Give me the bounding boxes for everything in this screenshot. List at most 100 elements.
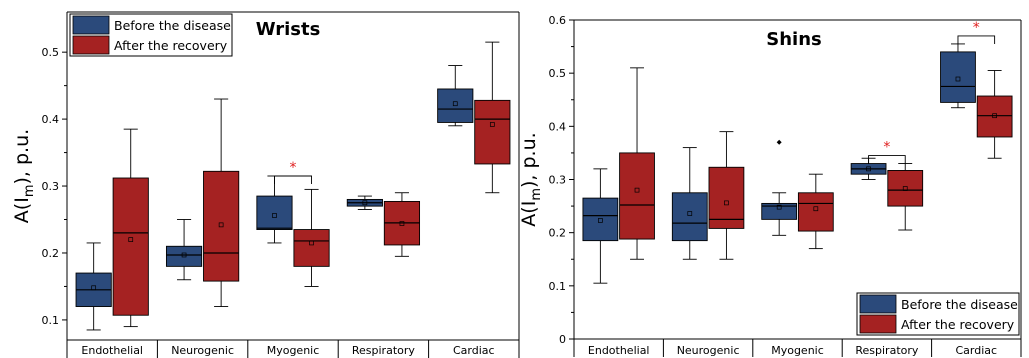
box <box>474 99 511 165</box>
mean-marker <box>399 221 405 226</box>
box-plot <box>797 173 834 250</box>
box-plot <box>112 128 149 328</box>
y-tick-label: 0 <box>559 333 566 346</box>
mean-marker <box>128 237 134 242</box>
y-axis-label: A(Im), p.u. <box>11 129 37 223</box>
y-tick-label: 0.4 <box>549 120 567 133</box>
y-axis-label-suffix: ), p.u. <box>518 132 540 188</box>
category-label: Respiratory <box>352 344 416 357</box>
legend: Before the disease After the recovery <box>69 13 233 57</box>
mean-marker <box>309 240 314 246</box>
y-tick-label: 0.2 <box>549 227 567 240</box>
y-axis-label-main: A(I <box>11 197 33 223</box>
box <box>256 195 293 231</box>
mean-marker <box>634 187 640 193</box>
y-tick-label: 0.6 <box>549 14 567 27</box>
mean-marker <box>724 200 729 206</box>
y-tick-label: 0.2 <box>42 247 60 260</box>
box <box>112 177 149 316</box>
y-tick-label: 0.3 <box>42 180 60 193</box>
box <box>203 170 240 282</box>
box-plot <box>761 139 798 236</box>
legend-entry: After the recovery <box>114 38 228 53</box>
significance-star: * <box>973 20 980 36</box>
mean-marker <box>452 101 458 107</box>
y-axis-label-main: A(I <box>518 201 540 227</box>
mean-marker <box>598 218 603 223</box>
legend-swatch <box>72 35 110 55</box>
significance-bracket <box>957 35 996 44</box>
box <box>293 229 330 267</box>
legend-entry: Before the disease <box>901 297 1018 312</box>
mean-marker <box>776 204 782 210</box>
significance-bracket <box>274 175 312 184</box>
y-axis-label-suffix: ), p.u. <box>11 129 33 185</box>
box-plot <box>346 195 383 210</box>
category-label: Myogenic <box>267 344 320 357</box>
box-plot <box>203 98 240 307</box>
chart-title: Wrists <box>256 19 321 40</box>
mean-marker <box>272 213 277 218</box>
box-plot <box>940 43 976 109</box>
mean-marker <box>955 76 961 82</box>
legend: Before the disease After the recovery <box>856 292 1020 336</box>
legend-entry: After the recovery <box>901 317 1015 332</box>
box-plot <box>582 168 619 284</box>
box-plot <box>887 163 924 231</box>
box <box>887 170 924 207</box>
mean-marker <box>902 186 908 191</box>
category-label: Myogenic <box>771 344 824 357</box>
box <box>761 202 798 220</box>
y-tick-label: 0.3 <box>549 174 567 187</box>
chart-title: Shins <box>766 29 821 50</box>
mean-marker <box>687 211 693 216</box>
box <box>976 95 1013 138</box>
mean-marker <box>362 200 368 206</box>
legend-swatch <box>859 314 897 334</box>
box <box>708 166 745 229</box>
mean-marker <box>866 166 871 172</box>
box-plot <box>75 242 112 331</box>
category-label: Endothelial <box>81 344 143 357</box>
legend-entry: Before the disease <box>114 18 231 33</box>
mean-marker <box>813 206 819 212</box>
box-plot <box>619 67 655 260</box>
box-plot <box>437 65 474 127</box>
y-axis-label-subscript: m <box>529 188 544 201</box>
box-plot <box>256 175 293 244</box>
box <box>619 152 655 240</box>
category-label: Neurogenic <box>677 344 740 357</box>
box-plot <box>474 41 511 194</box>
y-tick-label: 0.1 <box>549 280 567 293</box>
outlier-point <box>776 139 782 145</box>
wrists-panel: 0.1 0.2 0.3 0.4 0.5 Endothelial Neurogenic Myog… <box>11 11 520 358</box>
box-plot <box>708 131 745 260</box>
category-label: Neurogenic <box>171 344 234 357</box>
y-axis-label: A(Im), p.u. <box>518 132 544 226</box>
box <box>165 245 203 267</box>
box-plot <box>165 219 203 281</box>
shins-panel: 0 0.1 0.2 0.3 0.4 0.5 0.6 Endothelial Neurogenic… <box>518 14 1022 357</box>
category-label: Respiratory <box>855 344 919 357</box>
y-tick-label: 0.4 <box>42 113 60 126</box>
mean-marker <box>489 122 495 127</box>
box-plot <box>976 70 1013 159</box>
box <box>797 192 834 232</box>
box-plot <box>671 147 708 260</box>
box <box>582 197 619 242</box>
box-plot <box>293 188 330 287</box>
box <box>671 192 708 242</box>
y-axis-label-subscript: m <box>22 185 37 198</box>
box-plot <box>383 192 421 257</box>
mean-marker <box>91 285 97 291</box>
y-tick-label: 0.5 <box>42 46 60 59</box>
y-tick-label: 0.1 <box>42 314 60 327</box>
mean-marker <box>218 222 224 228</box>
significance-star: * <box>883 140 890 156</box>
legend-swatch <box>859 294 897 314</box>
significance-bracket <box>868 155 906 164</box>
mean-marker <box>992 113 997 119</box>
y-tick-label: 0.5 <box>549 67 567 80</box>
significance-star: * <box>290 160 297 176</box>
